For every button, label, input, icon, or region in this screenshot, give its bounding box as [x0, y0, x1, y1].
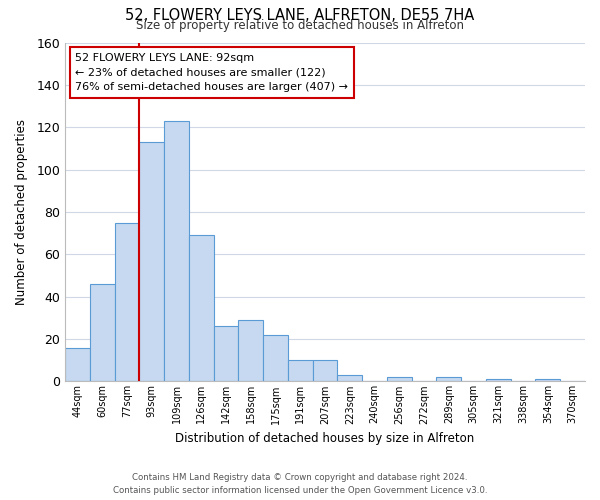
- Bar: [65, 348, 90, 382]
- X-axis label: Distribution of detached houses by size in Alfreton: Distribution of detached houses by size …: [175, 432, 475, 445]
- Text: 52, FLOWERY LEYS LANE, ALFRETON, DE55 7HA: 52, FLOWERY LEYS LANE, ALFRETON, DE55 7H…: [125, 8, 475, 22]
- Bar: [164, 121, 189, 382]
- Bar: [90, 284, 115, 382]
- Bar: [139, 142, 164, 382]
- Bar: [189, 235, 214, 382]
- Bar: [263, 335, 288, 382]
- Text: 52 FLOWERY LEYS LANE: 92sqm
← 23% of detached houses are smaller (122)
76% of se: 52 FLOWERY LEYS LANE: 92sqm ← 23% of det…: [76, 52, 349, 92]
- Bar: [436, 377, 461, 382]
- Bar: [337, 375, 362, 382]
- Bar: [486, 380, 511, 382]
- Bar: [387, 377, 412, 382]
- Bar: [313, 360, 337, 382]
- Text: Contains HM Land Registry data © Crown copyright and database right 2024.
Contai: Contains HM Land Registry data © Crown c…: [113, 474, 487, 495]
- Y-axis label: Number of detached properties: Number of detached properties: [15, 119, 28, 305]
- Bar: [288, 360, 313, 382]
- Bar: [214, 326, 238, 382]
- Bar: [238, 320, 263, 382]
- Bar: [115, 222, 139, 382]
- Text: Size of property relative to detached houses in Alfreton: Size of property relative to detached ho…: [136, 18, 464, 32]
- Bar: [535, 380, 560, 382]
